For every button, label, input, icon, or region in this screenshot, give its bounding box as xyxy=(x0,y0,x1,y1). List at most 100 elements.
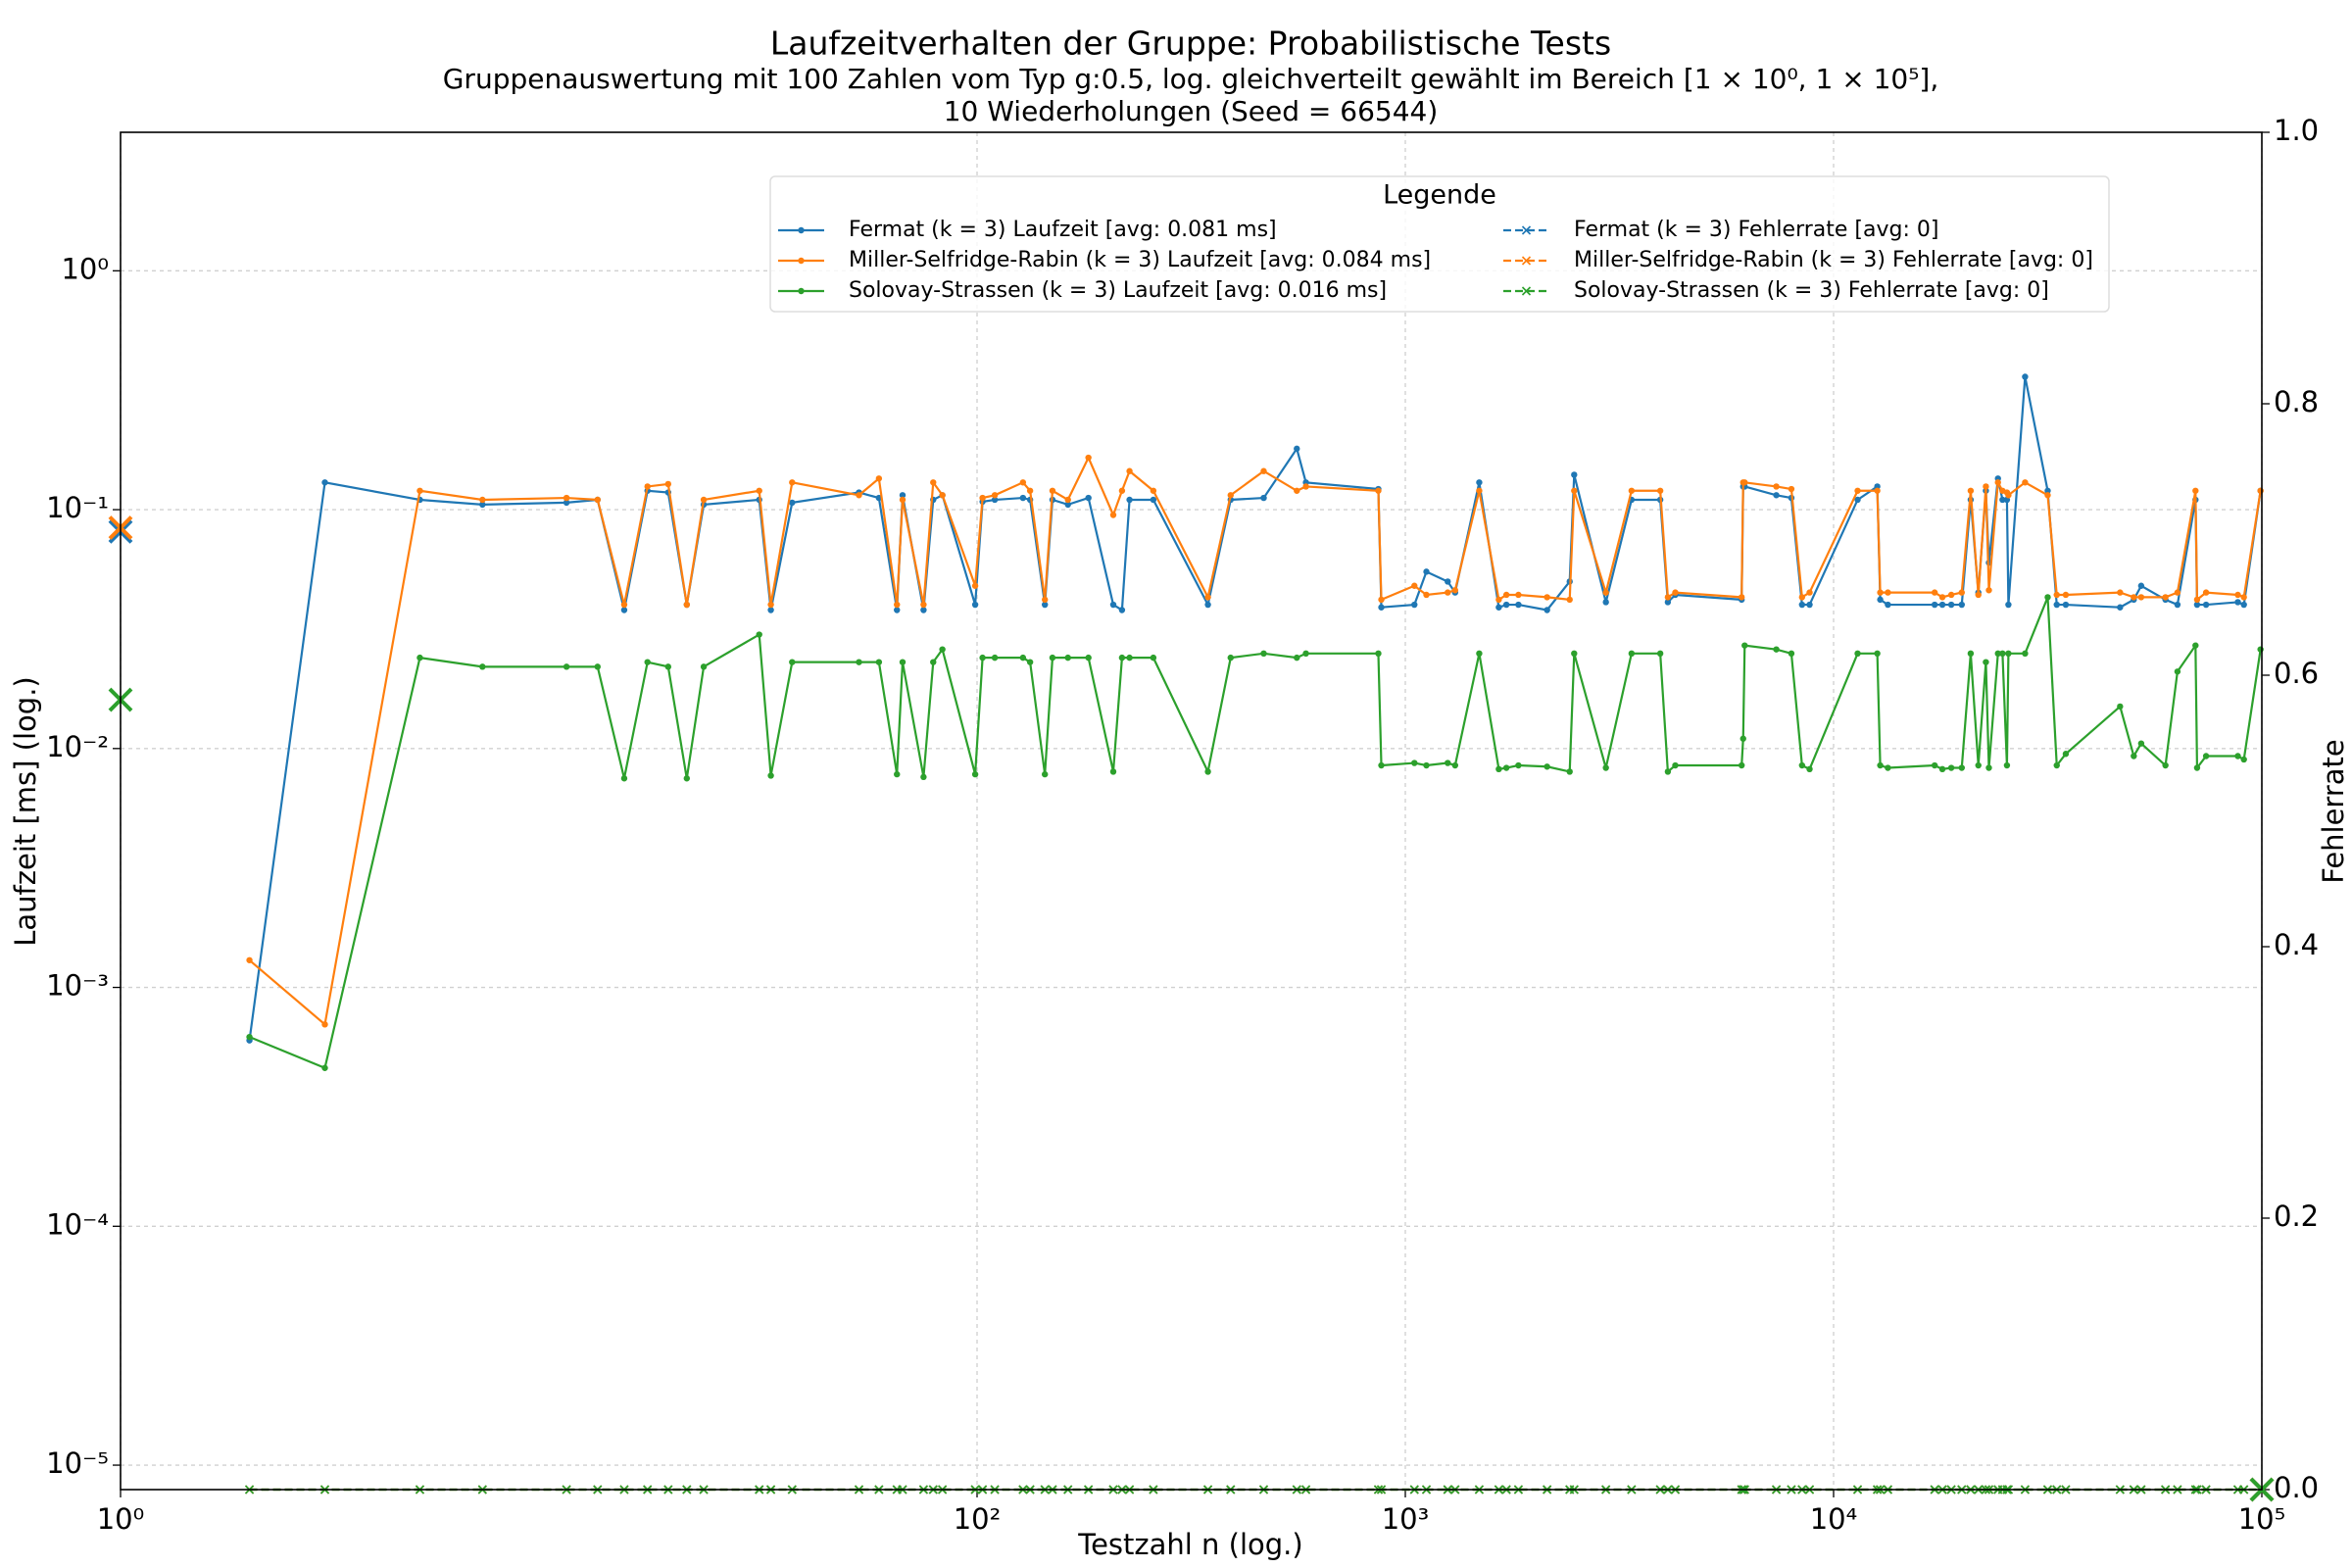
point xyxy=(479,496,486,504)
point xyxy=(2202,601,2210,609)
point xyxy=(1411,601,1418,609)
y2-tick-label: 0.0 xyxy=(2274,1471,2319,1504)
legend-label: Fermat (k = 3) Laufzeit [avg: 0.081 ms] xyxy=(849,218,1277,242)
point xyxy=(1085,454,1092,462)
point xyxy=(991,496,999,504)
x-axis-label: Testzahl n (log.) xyxy=(1077,1528,1302,1561)
point xyxy=(971,770,979,778)
point xyxy=(1931,761,1938,769)
point xyxy=(1664,594,1672,601)
point xyxy=(246,956,253,963)
y-tick-label: 10⁻⁵ xyxy=(46,1446,109,1480)
point xyxy=(894,770,901,778)
point xyxy=(664,480,672,488)
point xyxy=(1947,601,1955,609)
point xyxy=(1628,487,1636,494)
point xyxy=(1302,483,1309,490)
point xyxy=(1150,487,1157,494)
point xyxy=(1260,650,1267,658)
point xyxy=(683,775,691,782)
point xyxy=(1602,599,1609,606)
point xyxy=(2131,594,2137,601)
point xyxy=(1451,761,1459,769)
point xyxy=(1302,650,1309,658)
point xyxy=(920,773,927,781)
point xyxy=(2192,642,2199,649)
legend-marker xyxy=(798,257,805,265)
point xyxy=(644,659,651,665)
point xyxy=(1049,654,1056,662)
point xyxy=(1664,599,1672,606)
point xyxy=(2003,761,2011,769)
chart-subtitle: Gruppenauswertung mit 100 Zahlen vom Typ… xyxy=(443,63,1939,95)
point xyxy=(875,475,883,482)
point xyxy=(1741,642,1748,649)
point xyxy=(416,654,423,662)
point xyxy=(920,607,927,613)
point xyxy=(2062,591,2070,599)
point xyxy=(920,601,927,609)
point xyxy=(1227,492,1234,499)
point xyxy=(2202,589,2210,596)
point xyxy=(1026,659,1034,665)
point xyxy=(1967,650,1975,658)
legend-marker xyxy=(1521,225,1532,235)
point xyxy=(2174,601,2181,609)
point xyxy=(1806,765,1813,773)
point xyxy=(2234,599,2241,606)
point xyxy=(1983,483,1989,490)
y-tick-label: 10⁻³ xyxy=(46,969,109,1003)
point xyxy=(894,601,901,609)
point xyxy=(700,496,708,504)
point xyxy=(1495,765,1502,773)
point xyxy=(1994,479,2001,486)
point xyxy=(1938,601,1946,609)
point xyxy=(1515,601,1522,609)
point xyxy=(1118,607,1126,613)
y2-axis-label: Fehlerrate xyxy=(2317,739,2350,884)
point xyxy=(1495,596,1502,604)
y-axis-label: Laufzeit [ms] (log.) xyxy=(9,676,42,947)
point xyxy=(1931,601,1938,609)
point xyxy=(1999,650,2006,658)
point xyxy=(1378,596,1385,604)
point xyxy=(1938,765,1946,773)
point xyxy=(930,479,937,486)
x-tick-label: 10³ xyxy=(1382,1502,1430,1536)
point xyxy=(1451,587,1459,594)
point xyxy=(563,663,570,670)
point xyxy=(2234,591,2241,599)
point xyxy=(1999,496,2006,504)
point xyxy=(2137,582,2145,589)
point xyxy=(1026,487,1034,494)
y-tick-label: 10⁻¹ xyxy=(46,491,109,524)
point xyxy=(1126,467,1133,474)
point xyxy=(1049,487,1056,494)
point xyxy=(1773,646,1780,653)
point xyxy=(1019,494,1027,502)
point xyxy=(1571,650,1578,658)
point xyxy=(1423,761,1430,769)
point xyxy=(1773,483,1780,490)
point xyxy=(1042,596,1049,604)
point xyxy=(1042,770,1049,778)
point xyxy=(1260,494,1267,502)
point xyxy=(1118,487,1126,494)
point xyxy=(664,663,672,670)
point xyxy=(1204,601,1211,609)
point xyxy=(1445,760,1451,766)
point xyxy=(1877,596,1884,604)
point xyxy=(979,654,986,662)
point xyxy=(894,607,901,613)
point xyxy=(2062,601,2070,609)
point xyxy=(1975,591,1982,599)
point xyxy=(1983,659,1989,665)
point xyxy=(2005,601,2012,609)
point xyxy=(1931,589,1938,596)
point xyxy=(563,494,570,502)
x-tick-label: 10⁵ xyxy=(2238,1502,2286,1536)
point xyxy=(1877,589,1884,596)
point xyxy=(1411,760,1418,766)
point xyxy=(563,499,570,507)
